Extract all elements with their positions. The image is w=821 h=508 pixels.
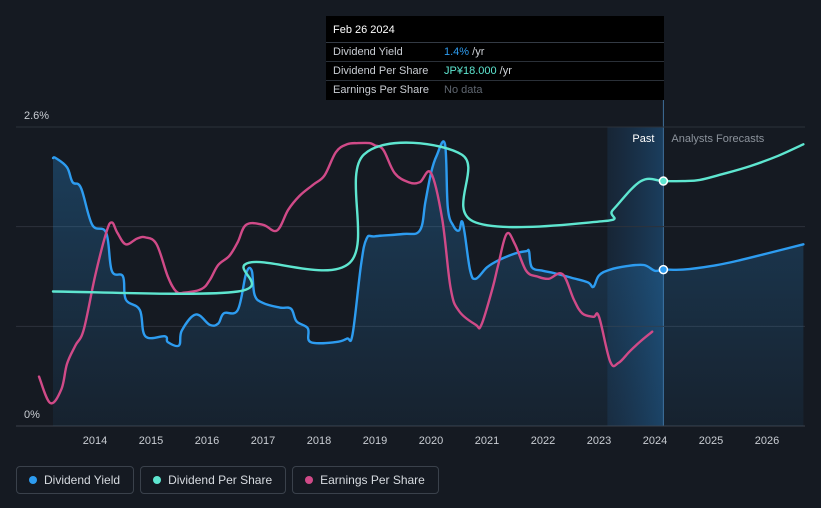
tooltip-label: Dividend Per Share [333,65,429,77]
dividend-yield-area [53,141,804,426]
x-tick-label: 2019 [363,435,387,447]
x-tick-label: 2026 [755,435,779,447]
tooltip-value: JP¥18.000 [444,65,497,77]
tooltip-row-dividend-yield: Dividend Yield 1.4% /yr [326,43,664,62]
x-tick-label: 2023 [587,435,611,447]
legend-dot-icon [153,476,162,484]
y-label-bottom: 0% [24,409,40,421]
legend-dot-icon [305,476,314,484]
legend-label: Earnings Per Share [320,473,425,487]
tooltip-suffix: /yr [469,46,485,58]
earnings-per-share-line [37,141,654,405]
x-tick-label: 2018 [307,435,331,447]
tooltip-suffix: /yr [496,65,512,77]
dividend-per-share-line [51,141,805,295]
tooltip-label: Earnings Per Share [333,84,429,96]
chart-legend: Dividend Yield Dividend Per Share Earnin… [16,466,439,494]
past-label: Past [632,133,654,145]
legend-dot-icon [29,476,37,484]
tooltip-value: 1.4% [444,46,470,58]
tooltip-row-earnings-per-share: Earnings Per Share No data [326,81,664,99]
tooltip-label: Dividend Yield [333,46,403,58]
x-tick-label: 2021 [475,435,499,447]
x-tick-label: 2015 [139,435,163,447]
x-tick-label: 2014 [83,435,107,447]
legend-item-dividend-per-share[interactable]: Dividend Per Share [140,466,287,494]
x-tick-label: 2020 [419,435,443,447]
legend-item-earnings-per-share[interactable]: Earnings Per Share [292,466,439,494]
tooltip-row-dividend-per-share: Dividend Per Share JP¥18.000 /yr [326,62,664,81]
legend-label: Dividend Per Share [168,473,273,487]
legend-label: Dividend Yield [44,473,121,487]
current-value-marker [658,176,669,186]
x-tick-label: 2025 [699,435,723,447]
legend-item-dividend-yield[interactable]: Dividend Yield [16,466,135,494]
current-value-marker [658,264,669,275]
forecast-label: Analysts Forecasts [671,133,764,145]
x-tick-label: 2016 [195,435,219,447]
tooltip-date: Feb 26 2024 [326,24,664,43]
tooltip-value: No data [444,84,483,96]
dividend-yield-line [51,140,805,348]
hover-tooltip: Feb 26 2024 Dividend Yield 1.4% /yr Divi… [326,16,664,100]
y-label-top: 2.6% [24,110,49,122]
x-tick-label: 2024 [643,435,667,447]
x-tick-label: 2017 [251,435,275,447]
x-tick-label: 2022 [531,435,555,447]
